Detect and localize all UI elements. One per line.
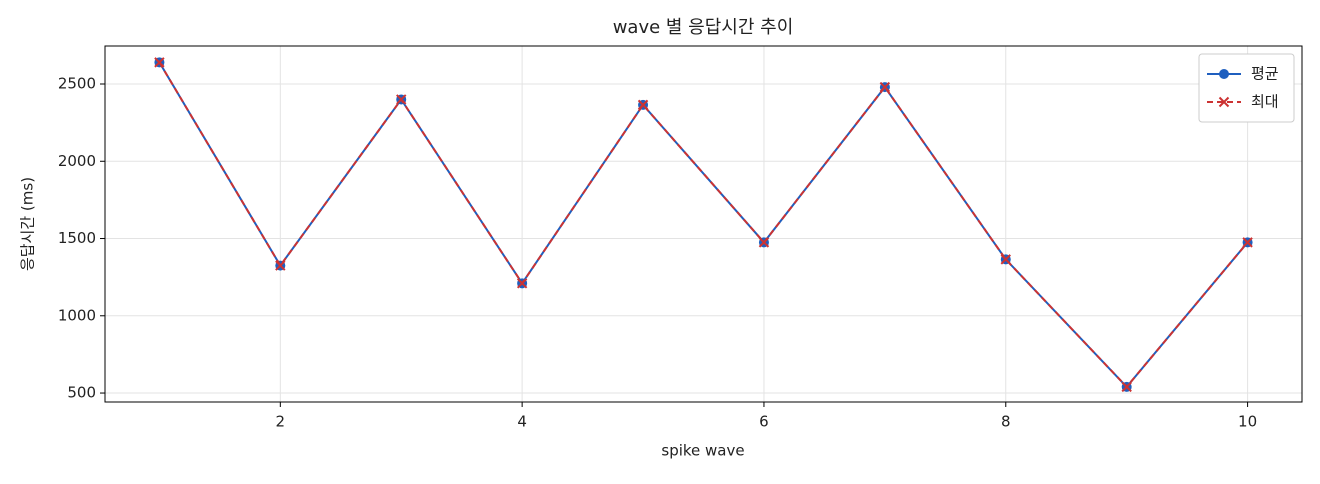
marker	[275, 260, 286, 271]
marker-x	[1000, 254, 1011, 265]
marker-x	[1242, 237, 1253, 248]
legend-label: 최대	[1251, 93, 1279, 111]
y-tick-label: 1000	[58, 306, 96, 324]
marker	[758, 237, 770, 248]
y-tick-label: 2500	[58, 75, 96, 93]
chart-title: wave 별 응답시간 추이	[613, 17, 794, 38]
marker-x	[758, 237, 770, 248]
marker	[1121, 381, 1132, 393]
marker	[637, 99, 649, 111]
marker-x	[275, 260, 286, 271]
x-tick-label: 6	[759, 413, 769, 431]
series-line	[158, 61, 1249, 389]
series-line	[158, 61, 1249, 389]
marker	[879, 81, 891, 93]
marker-x	[1121, 381, 1132, 393]
y-tick-label: 1500	[58, 229, 96, 247]
y-tick-label: 500	[67, 384, 96, 402]
marker	[1219, 69, 1229, 79]
marker	[154, 57, 165, 68]
x-axis-label: spike wave	[661, 442, 744, 460]
legend-label: 평균	[1251, 65, 1279, 83]
x-tick-label: 10	[1238, 413, 1257, 431]
legend-box	[1198, 53, 1295, 123]
marker-x	[154, 57, 165, 68]
marker-x	[879, 81, 891, 93]
x-tick-label: 8	[1001, 413, 1011, 431]
marker-x	[516, 278, 528, 289]
marker	[1000, 254, 1011, 265]
marker	[396, 94, 407, 105]
y-tick-label: 2000	[58, 152, 96, 170]
x-tick-label: 2	[276, 413, 286, 431]
y-axis-label: 응답시간 (ms)	[19, 177, 37, 271]
plot-frame	[104, 45, 1303, 403]
marker	[516, 278, 528, 289]
marker-x	[1218, 96, 1230, 108]
marker	[1242, 237, 1253, 248]
marker	[1218, 96, 1230, 108]
x-tick-label: 4	[517, 413, 527, 431]
marker-x	[637, 99, 649, 111]
marker-x	[396, 94, 407, 105]
